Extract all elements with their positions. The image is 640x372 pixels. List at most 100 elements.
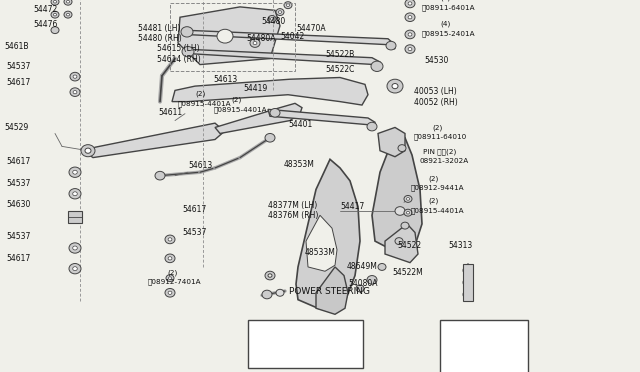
Circle shape: [73, 192, 77, 196]
Circle shape: [69, 243, 81, 253]
Text: PIN ビン(2): PIN ビン(2): [423, 148, 456, 155]
Text: (2): (2): [432, 124, 442, 131]
Circle shape: [54, 0, 56, 3]
Text: 08921-3202A: 08921-3202A: [420, 158, 469, 164]
Text: 54522: 54522: [397, 241, 421, 250]
Text: 48377M (LH): 48377M (LH): [268, 201, 317, 210]
Circle shape: [64, 11, 72, 18]
Text: POWER STEERING: POWER STEERING: [289, 287, 370, 296]
Circle shape: [250, 39, 260, 47]
Circle shape: [405, 45, 415, 54]
Circle shape: [371, 61, 383, 71]
Text: 48353M: 48353M: [284, 160, 315, 169]
Circle shape: [405, 0, 415, 8]
Bar: [68, 211, 82, 223]
Text: 48649M: 48649M: [347, 262, 378, 271]
Circle shape: [398, 145, 406, 151]
Circle shape: [81, 145, 95, 157]
Polygon shape: [183, 49, 380, 69]
Circle shape: [276, 9, 284, 16]
Circle shape: [73, 267, 77, 271]
Circle shape: [265, 134, 275, 142]
Text: 54417: 54417: [340, 202, 364, 211]
Text: 54617: 54617: [6, 78, 30, 87]
Text: 54613: 54613: [188, 161, 212, 170]
Circle shape: [69, 263, 81, 274]
Circle shape: [51, 27, 59, 33]
Polygon shape: [178, 7, 280, 65]
Text: 54630: 54630: [6, 200, 30, 209]
Text: (2): (2): [195, 91, 205, 97]
Circle shape: [54, 13, 56, 16]
Circle shape: [69, 167, 81, 177]
Text: 54401: 54401: [288, 120, 312, 129]
Text: (4): (4): [440, 0, 451, 1]
Polygon shape: [385, 224, 418, 263]
Circle shape: [387, 79, 403, 93]
Circle shape: [406, 198, 410, 200]
Text: 54419: 54419: [243, 84, 268, 93]
Circle shape: [70, 88, 80, 96]
Circle shape: [463, 266, 473, 275]
Text: (4): (4): [440, 20, 451, 27]
Circle shape: [271, 17, 273, 20]
Circle shape: [155, 171, 165, 180]
Text: 48533M: 48533M: [305, 248, 336, 257]
Text: 54617: 54617: [6, 254, 30, 263]
Circle shape: [51, 11, 59, 18]
Text: 54613: 54613: [213, 76, 237, 84]
Text: 54537: 54537: [6, 62, 30, 71]
Text: ⓝ08911-6401A: ⓝ08911-6401A: [422, 4, 476, 11]
Text: (2): (2): [428, 198, 438, 204]
Circle shape: [217, 29, 233, 43]
Text: 54313: 54313: [448, 241, 472, 250]
Circle shape: [404, 195, 412, 202]
Text: 54470A: 54470A: [296, 24, 326, 33]
Circle shape: [85, 148, 91, 153]
Circle shape: [51, 0, 59, 5]
Circle shape: [268, 274, 272, 277]
Circle shape: [166, 275, 174, 282]
Circle shape: [356, 285, 364, 292]
Polygon shape: [268, 109, 375, 129]
Text: 54042: 54042: [280, 32, 304, 41]
Text: 54530: 54530: [424, 57, 449, 65]
Polygon shape: [172, 77, 368, 105]
Bar: [463, 263, 473, 301]
Circle shape: [73, 90, 77, 94]
Circle shape: [73, 170, 77, 174]
Polygon shape: [316, 267, 348, 314]
Polygon shape: [306, 215, 337, 271]
Circle shape: [401, 222, 409, 229]
Circle shape: [408, 48, 412, 51]
Text: 54522C: 54522C: [325, 65, 355, 74]
Text: 54522M: 54522M: [392, 268, 423, 277]
Circle shape: [405, 30, 415, 39]
Circle shape: [367, 122, 377, 131]
Polygon shape: [88, 123, 225, 158]
Circle shape: [278, 11, 282, 13]
Text: 48376M (RH): 48376M (RH): [268, 211, 318, 221]
Bar: [440, 320, 528, 372]
Text: 40052 (RH): 40052 (RH): [414, 98, 458, 107]
Text: 40053 (LH): 40053 (LH): [414, 87, 457, 96]
Text: 54476: 54476: [33, 20, 58, 29]
Circle shape: [367, 276, 377, 284]
Text: 54472: 54472: [33, 5, 57, 14]
Circle shape: [168, 277, 172, 279]
Circle shape: [406, 211, 410, 214]
Polygon shape: [378, 128, 405, 157]
Polygon shape: [372, 134, 422, 254]
Circle shape: [73, 75, 77, 78]
Polygon shape: [296, 159, 360, 312]
Circle shape: [182, 46, 194, 57]
Bar: [170, 3, 295, 71]
Text: 54481 (LH): 54481 (LH): [138, 24, 180, 33]
Circle shape: [67, 13, 70, 16]
Circle shape: [70, 72, 80, 81]
Polygon shape: [183, 30, 395, 49]
Circle shape: [386, 41, 396, 50]
Circle shape: [276, 289, 284, 296]
Circle shape: [287, 4, 289, 6]
Text: 54615 (LH): 54615 (LH): [157, 44, 200, 54]
